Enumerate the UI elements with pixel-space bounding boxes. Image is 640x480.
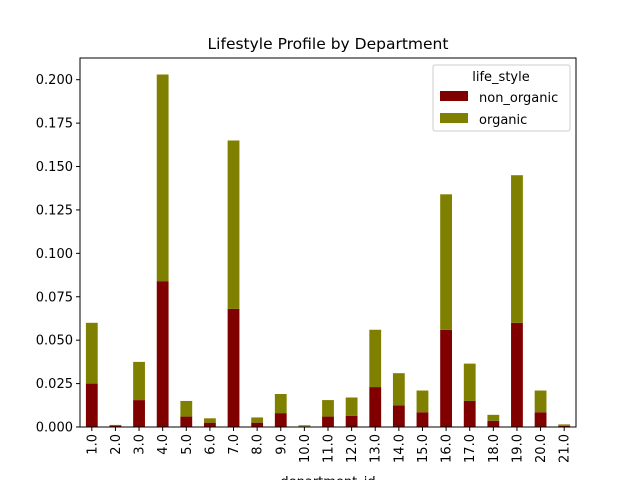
bar-organic-6-0 (204, 418, 216, 423)
y-tick-label: 0.125 (36, 203, 73, 218)
bar-organic-11-0 (322, 400, 334, 417)
bar-organic-19-0 (511, 175, 523, 323)
x-axis-label: department_id (280, 475, 375, 480)
x-tick-label: 2.0 (109, 434, 124, 455)
legend-swatch-non-organic (440, 91, 468, 101)
bar-non-organic-13-0 (369, 387, 382, 427)
x-tick-label: 20.0 (534, 434, 549, 463)
bar-organic-3-0 (133, 361, 145, 401)
bar-organic-13-0 (369, 329, 382, 388)
bar-organic-10-0 (298, 425, 311, 427)
bar-organic-7-0 (227, 140, 240, 309)
x-tick-label: 16.0 (440, 434, 455, 463)
legend-swatch-organic (440, 113, 468, 123)
x-tick-label: 6.0 (203, 434, 218, 455)
x-tick-label: 15.0 (416, 434, 431, 463)
legend-title: life_style (472, 70, 529, 85)
bar-non-organic-4-0 (156, 281, 169, 427)
bar-organic-14-0 (392, 373, 405, 406)
bars-group (85, 74, 571, 427)
x-tick-label: 1.0 (85, 434, 100, 455)
bar-organic-2-0 (109, 424, 122, 426)
bar-non-organic-20-0 (534, 412, 547, 427)
y-tick-label: 0.075 (36, 290, 73, 305)
x-tick-label: 19.0 (510, 434, 525, 463)
x-tick-label: 14.0 (392, 434, 407, 463)
bar-non-organic-15-0 (416, 412, 429, 427)
x-tick-label: 5.0 (180, 434, 195, 455)
x-tick-label: 3.0 (133, 434, 148, 455)
bar-organic-16-0 (440, 194, 452, 330)
plot-frame (79, 57, 577, 428)
y-tick-label: 0.000 (36, 421, 73, 436)
y-axis: 0.000 0.025 0.050 0.075 0.100 0.125 0.150 0.175… (36, 73, 80, 436)
bar-non-organic-11-0 (322, 416, 334, 427)
x-tick-label: 21.0 (558, 434, 573, 463)
bar-non-organic-18-0 (487, 420, 500, 427)
bar-non-organic-12-0 (345, 415, 358, 427)
bar-non-organic-7-0 (227, 308, 240, 427)
x-tick-label: 10.0 (298, 434, 313, 463)
bar-organic-17-0 (463, 363, 476, 401)
bar-organic-1-0 (85, 322, 98, 384)
bar-organic-8-0 (251, 417, 264, 423)
x-tick-label: 4.0 (156, 434, 171, 455)
x-tick-label: 11.0 (322, 434, 337, 463)
x-tick-label: 13.0 (369, 434, 384, 463)
x-tick-label: 8.0 (251, 434, 266, 455)
bar-non-organic-21-0 (558, 425, 571, 427)
bar-non-organic-16-0 (440, 329, 452, 427)
bar-non-organic-9-0 (274, 413, 287, 427)
bar-non-organic-19-0 (511, 322, 523, 427)
y-tick-label: 0.175 (36, 117, 73, 132)
y-tick-label: 0.025 (36, 377, 73, 392)
x-tick-label: 7.0 (227, 434, 242, 455)
legend-label-organic: organic (479, 113, 527, 128)
y-tick-label: 0.100 (36, 247, 73, 262)
bar-organic-18-0 (487, 414, 500, 421)
x-tick-label: 18.0 (487, 434, 502, 463)
bar-non-organic-6-0 (204, 422, 216, 427)
bar-organic-21-0 (558, 424, 571, 426)
chart-title: Lifestyle Profile by Department (208, 35, 449, 53)
bar-organic-20-0 (534, 390, 547, 413)
bar-non-organic-5-0 (180, 416, 193, 427)
bar-non-organic-2-0 (109, 425, 122, 427)
x-tick-label: 12.0 (345, 434, 360, 463)
y-tick-label: 0.150 (36, 160, 73, 175)
bar-non-organic-8-0 (251, 422, 264, 427)
bar-organic-5-0 (180, 400, 193, 417)
legend: life_style non_organic organic (432, 64, 571, 132)
bar-non-organic-14-0 (392, 405, 405, 427)
bar-non-organic-1-0 (85, 383, 98, 427)
y-tick-label: 0.200 (36, 73, 73, 88)
bar-organic-12-0 (345, 397, 358, 416)
bar-organic-15-0 (416, 390, 429, 413)
bar-organic-9-0 (274, 394, 287, 414)
bar-non-organic-3-0 (133, 400, 145, 427)
bar-organic-4-0 (156, 74, 169, 282)
bar-non-organic-17-0 (463, 400, 476, 427)
legend-label-non-organic: non_organic (479, 91, 558, 106)
x-tick-label: 17.0 (463, 434, 478, 463)
y-tick-label: 0.050 (36, 334, 73, 349)
x-tick-label: 9.0 (274, 434, 289, 455)
x-axis: 1.0 2.0 3.0 4.0 5.0 6.0 7.0 8.0 9.0 10.0 11.0 12.0 1… (85, 427, 573, 463)
